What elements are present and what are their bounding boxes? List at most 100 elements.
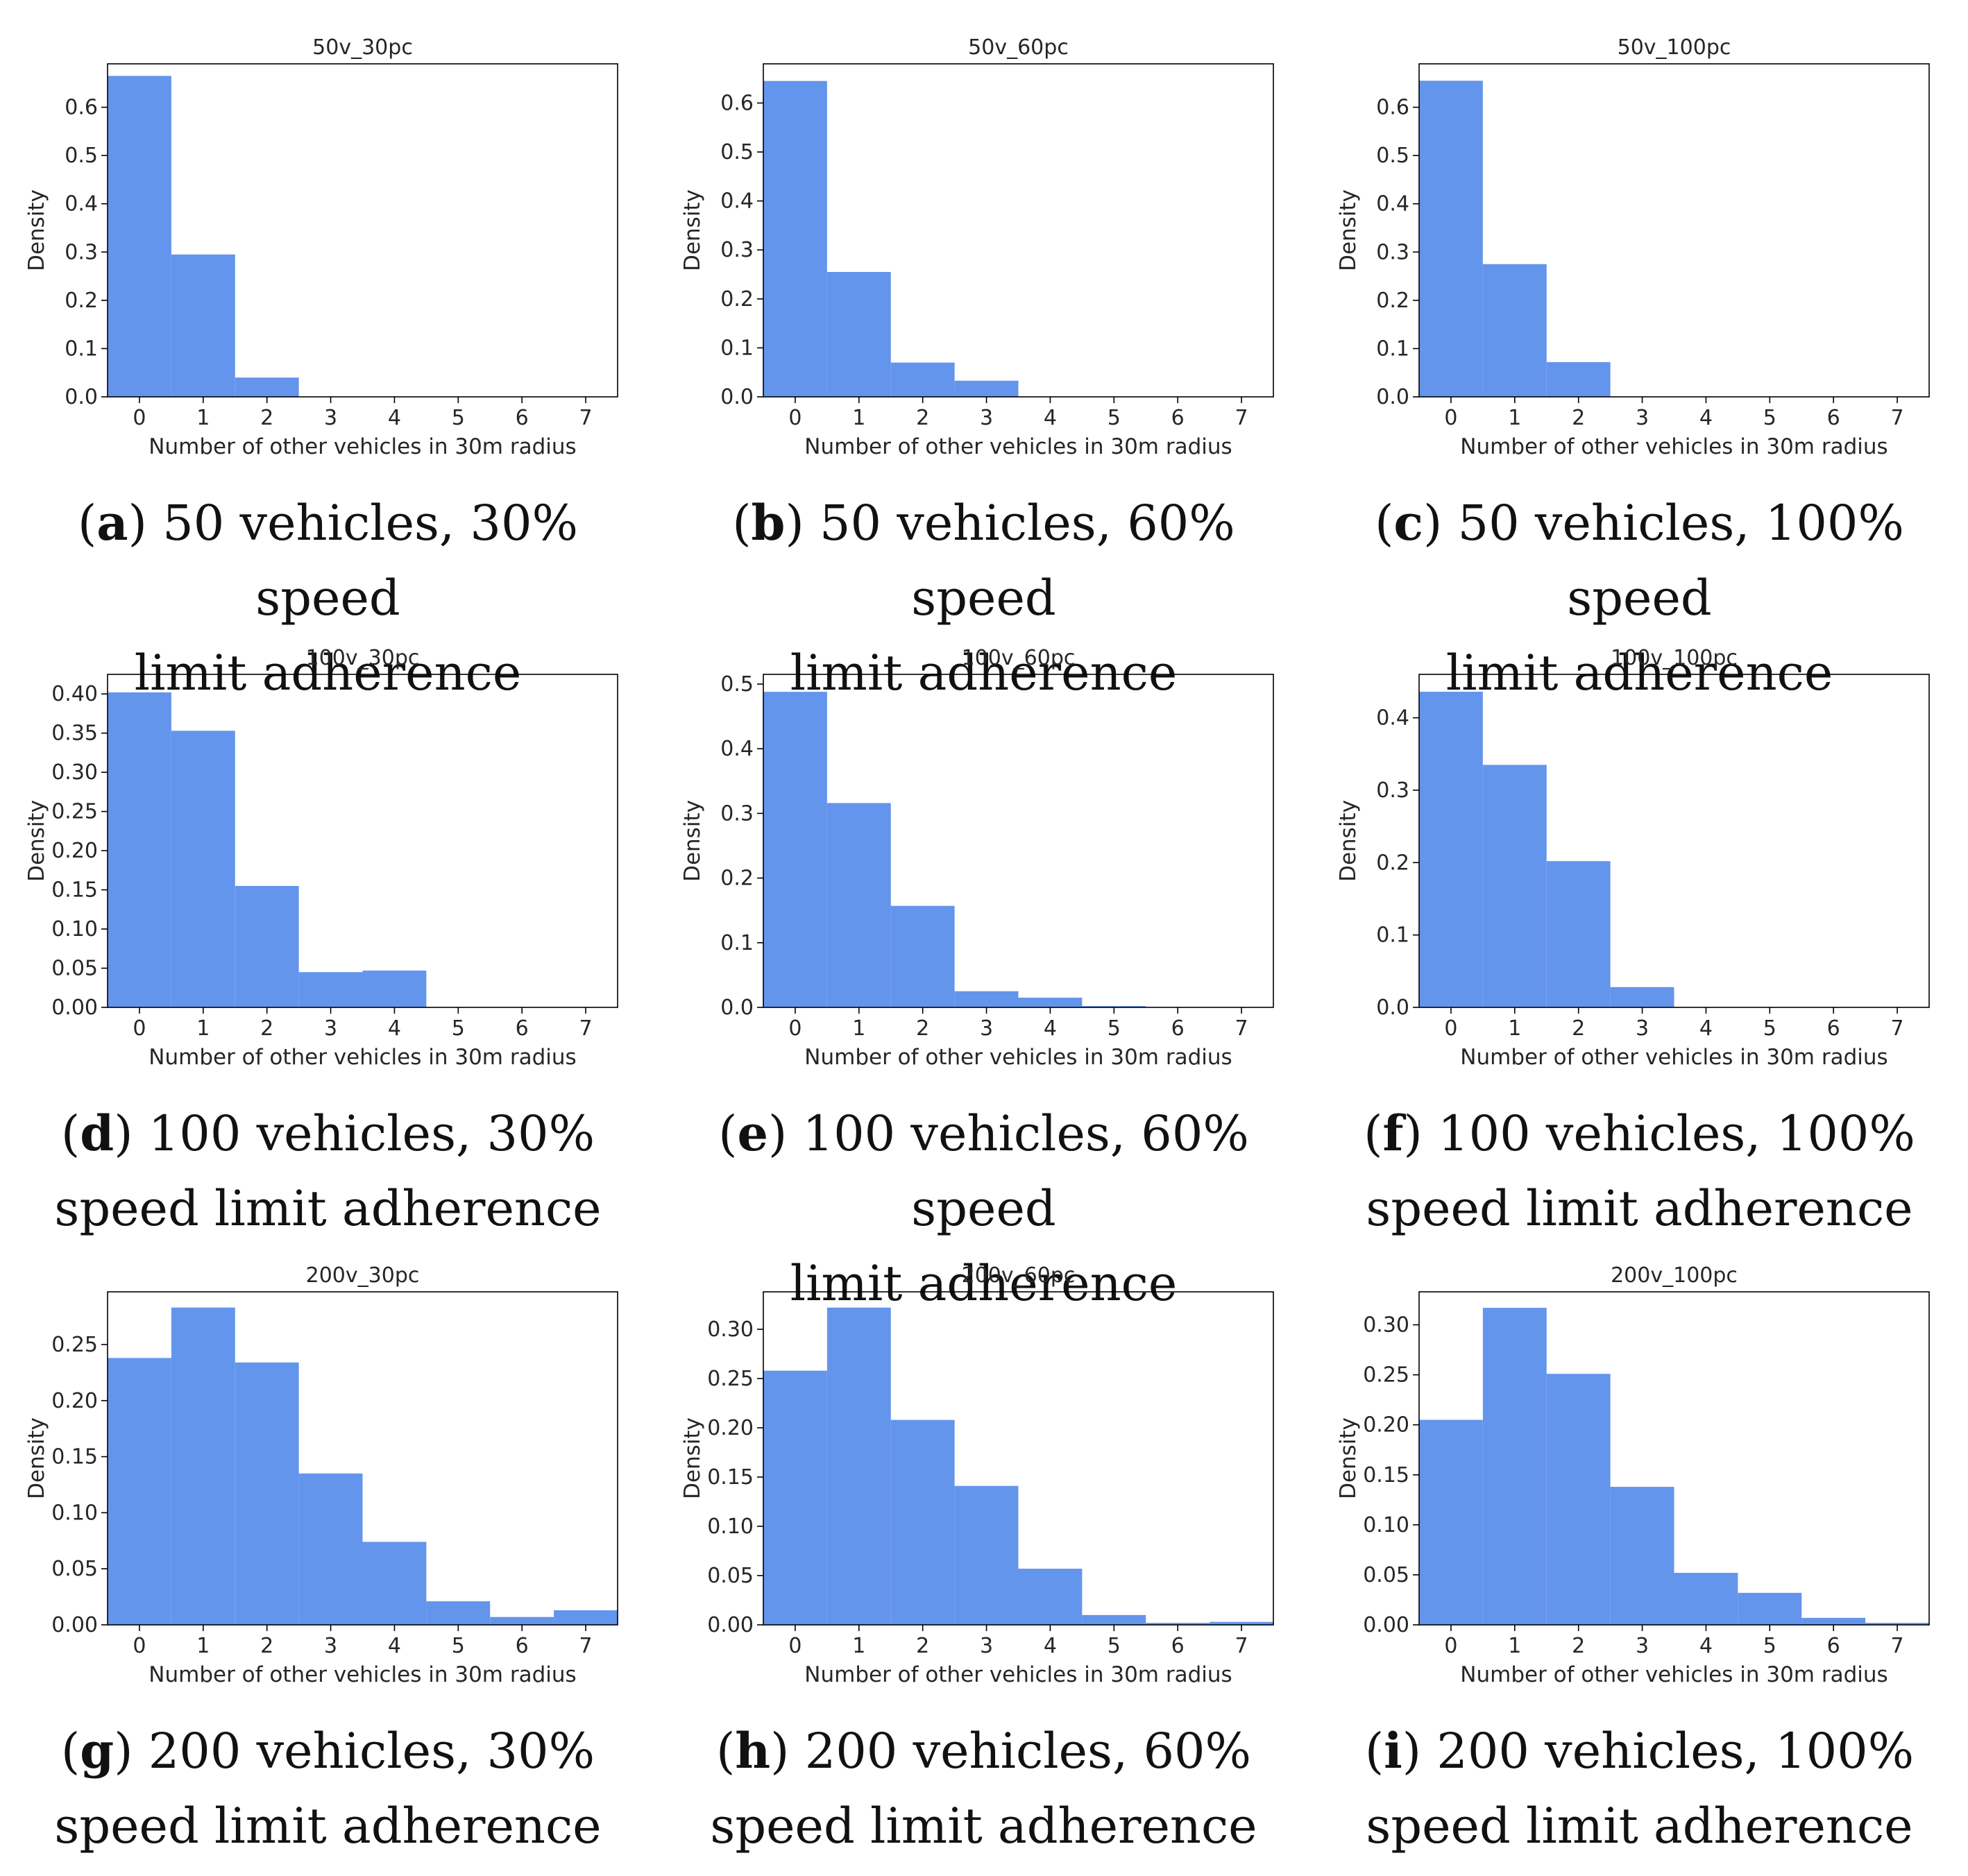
caption-line-1: (c) 50 vehicles, 100% speed [1375, 494, 1904, 626]
chart-panel: 50v_100pc 0.0 0.1 0.2 0.3 0.4 0.5 0.6 0 1 2 3 4 5 6 7 Nu… [1312, 0, 1967, 701]
histogram-chart: 50v_60pc 0.0 0.1 0.2 0.3 0.4 0.5 0.6 0 1 2 3 4 5 6 7Num… [680, 35, 1274, 459]
y-tick-label: 0.0 [720, 996, 754, 1020]
y-tick-label: 0.2 [720, 287, 754, 312]
y-tick-label: 0.25 [1363, 1363, 1409, 1388]
x-tick-label: 1 [852, 1016, 865, 1041]
histogram-bar [1146, 1623, 1210, 1625]
x-tick-label: 6 [1171, 1634, 1185, 1658]
chart-panel: 200v_100pc 0.00 0.05 0.10 0.15 0.20 0.25 0.30 0 1… [1312, 1228, 1967, 1854]
chart-title: 100v_30pc [306, 646, 420, 670]
x-tick-label: 2 [1572, 406, 1585, 430]
x-tick-label: 3 [980, 1016, 993, 1041]
y-tick-label: 0.05 [1363, 1563, 1409, 1587]
histogram-bar [1018, 998, 1083, 1007]
x-tick-label: 4 [1044, 1016, 1057, 1041]
chart-title: 200v_30pc [306, 1263, 420, 1288]
x-tick-label: 2 [260, 1634, 273, 1658]
plot-frame [1418, 674, 1930, 1008]
x-tick-label: 7 [579, 406, 593, 430]
y-axis-label: Density [24, 1417, 49, 1499]
x-tick-label: 7 [1235, 1634, 1248, 1658]
caption-letter: a [96, 494, 128, 552]
x-tick-label: 4 [1044, 1634, 1057, 1658]
x-tick-label: 6 [516, 1634, 529, 1658]
x-tick-label: 4 [388, 406, 401, 430]
x-tick-label: 6 [1827, 1016, 1840, 1041]
chart-title: 50v_60pc [968, 35, 1069, 60]
x-tick-label: 5 [1108, 1016, 1121, 1041]
y-tick-label: 0.3 [720, 801, 754, 826]
x-tick-label: 2 [1572, 1634, 1585, 1658]
x-axis-label: Number of other vehicles in 30m radius [149, 434, 576, 459]
y-tick-label: 0.20 [51, 1389, 98, 1413]
x-tick-label: 2 [916, 1634, 929, 1658]
y-tick-label: 0.30 [1363, 1313, 1409, 1338]
x-axis-label: Number of other vehicles in 30m radius [1460, 1045, 1888, 1070]
x-tick-label: 4 [1699, 1634, 1713, 1658]
y-tick-label: 0.3 [65, 240, 98, 264]
y-tick-label: 0.00 [51, 996, 98, 1020]
y-tick-label: 0.0 [720, 385, 754, 409]
histogram-bar [954, 380, 1019, 397]
y-tick-label: 0.3 [1376, 240, 1409, 264]
caption-line-1: (g) 200 vehicles, 30% [60, 1722, 595, 1780]
y-tick-label: 0.00 [51, 1613, 98, 1637]
x-tick-label: 0 [133, 1016, 146, 1041]
histogram-bar [1482, 765, 1547, 1007]
x-tick-label: 1 [852, 1634, 865, 1658]
y-tick-label: 0.5 [720, 672, 754, 697]
y-axis-label: Density [680, 189, 705, 271]
x-axis-label: Number of other vehicles in 30m radius [1460, 1662, 1888, 1687]
subfigure-caption: (h) 200 vehicles, 60% speed limit adheren… [656, 1714, 1312, 1864]
x-tick-label: 3 [1636, 406, 1649, 430]
subfigure-caption: (a) 50 vehicles, 30% speed limit adherenc… [0, 486, 656, 710]
histogram-bar [171, 731, 235, 1007]
histogram-bar [171, 254, 235, 397]
chart-title: 100v_60pc [962, 646, 1076, 670]
x-tick-label: 4 [388, 1016, 401, 1041]
x-axis-label: Number of other vehicles in 30m radius [1460, 434, 1888, 459]
y-tick-label: 0.1 [1376, 923, 1409, 948]
chart-panel: 50v_30pc 0.0 0.1 0.2 0.3 0.4 0.5 0.6 0 1 2 3 4 5 6 7 Num… [0, 0, 656, 701]
histogram-bar [1210, 1621, 1273, 1625]
x-tick-label: 5 [1763, 1016, 1776, 1041]
caption-letter: f [1382, 1105, 1404, 1162]
y-tick-label: 0.2 [720, 867, 754, 891]
x-tick-label: 0 [1444, 1016, 1457, 1041]
histogram-bar [826, 803, 891, 1007]
y-tick-label: 0.25 [51, 800, 98, 824]
x-tick-label: 1 [196, 406, 210, 430]
x-tick-label: 4 [1044, 406, 1057, 430]
histogram-bar [954, 1485, 1019, 1625]
x-tick-label: 0 [788, 406, 801, 430]
x-tick-label: 3 [324, 1634, 337, 1658]
x-tick-label: 5 [1763, 406, 1776, 430]
histogram-bar [1546, 361, 1611, 397]
histogram-bar [1610, 1487, 1674, 1625]
caption-line-2: speed limit adherence [54, 1798, 602, 1854]
histogram-bar [1419, 692, 1483, 1007]
x-tick-label: 6 [1827, 1634, 1840, 1658]
x-axis-label: Number of other vehicles in 30m radius [149, 1662, 576, 1687]
x-tick-label: 5 [1108, 406, 1121, 430]
y-tick-label: 0.5 [1376, 144, 1409, 168]
caption-line-1: (h) 200 vehicles, 60% [715, 1722, 1252, 1780]
plot-frame [1418, 1291, 1930, 1626]
histogram-bar [890, 362, 955, 397]
x-tick-label: 6 [1171, 1016, 1185, 1041]
histogram-bar [890, 1419, 955, 1625]
x-tick-label: 3 [1636, 1016, 1649, 1041]
x-tick-label: 3 [1636, 1634, 1649, 1658]
histogram-bar [763, 80, 827, 398]
histogram-bar [826, 272, 891, 397]
caption-line-1: (e) 100 vehicles, 60% speed [718, 1105, 1249, 1237]
y-tick-label: 0.00 [707, 1613, 754, 1637]
histogram-chart: 50v_100pc 0.0 0.1 0.2 0.3 0.4 0.5 0.6 0 1 2 3 4 5 6 7Nu… [1336, 35, 1930, 459]
y-tick-label: 0.15 [1363, 1463, 1409, 1487]
y-tick-label: 0.2 [1376, 289, 1409, 313]
histogram-bar [1738, 1592, 1802, 1625]
y-tick-label: 0.0 [1376, 996, 1409, 1020]
y-tick-label: 0.4 [1376, 192, 1409, 216]
subfigure-caption: (c) 50 vehicles, 100% speed limit adheren… [1312, 486, 1967, 710]
x-axis-label: Number of other vehicles in 30m radius [804, 434, 1232, 459]
